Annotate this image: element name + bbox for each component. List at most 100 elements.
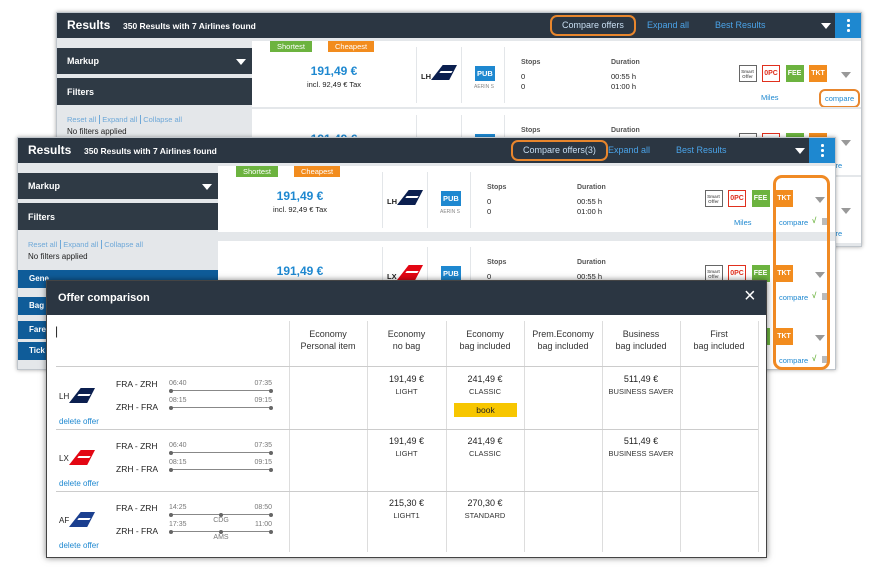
service-icon-label: FEE bbox=[753, 270, 768, 277]
service-icon: Smart Offer bbox=[704, 190, 723, 207]
departure-time: 08:15 bbox=[169, 459, 187, 466]
service-icon: FEE bbox=[751, 265, 770, 282]
duration-value: 00:55 h bbox=[577, 197, 603, 206]
column-divider bbox=[427, 172, 428, 228]
expand-all-link[interactable]: Expand all bbox=[608, 145, 651, 155]
service-icon: TKT bbox=[775, 328, 793, 345]
compare-link[interactable]: compare bbox=[779, 293, 809, 302]
airline-logo bbox=[69, 388, 95, 403]
results-title: Results bbox=[28, 143, 72, 157]
text-cursor: | bbox=[55, 324, 59, 338]
column-divider bbox=[504, 47, 505, 103]
airline-logo bbox=[69, 450, 95, 465]
column-divider bbox=[470, 247, 471, 303]
comparison-row: LH delete offer FRA - ZRH 06:40 07:35 ZRH - F… bbox=[47, 367, 759, 429]
column-line bbox=[524, 321, 525, 552]
filter-link[interactable]: Expand all bbox=[99, 115, 137, 124]
dropdown-caret bbox=[841, 140, 851, 146]
fare-price: 241,49 € bbox=[467, 374, 503, 384]
markup-section[interactable]: Markup bbox=[57, 48, 252, 74]
service-icon-label: 0PC bbox=[764, 70, 778, 77]
service-icon: TKT bbox=[775, 190, 793, 207]
compare-link[interactable]: compare bbox=[779, 356, 809, 365]
filter-link[interactable]: Reset all bbox=[28, 240, 58, 249]
column-subtitle: bag included bbox=[537, 341, 589, 351]
filter-group-label: Fare bbox=[29, 325, 46, 334]
departure-time: 14:25 bbox=[169, 504, 187, 511]
column-subtitle: Personal item bbox=[300, 341, 356, 351]
expand-all-link[interactable]: Expand all bbox=[647, 20, 690, 30]
delete-offer-link[interactable]: delete offer bbox=[59, 479, 99, 488]
duration-label: Duration bbox=[611, 127, 640, 134]
stopover-code: CDG bbox=[213, 517, 229, 524]
duration-value: 01:00 h bbox=[611, 82, 637, 91]
sort-select[interactable]: Best Results bbox=[676, 145, 727, 155]
fare-brand: STANDARD bbox=[464, 511, 506, 520]
column-divider bbox=[416, 47, 417, 103]
compare-link[interactable]: compare bbox=[779, 218, 809, 227]
compare-offers-button[interactable]: Compare offers(3) bbox=[511, 140, 608, 161]
menu-button[interactable] bbox=[809, 138, 835, 163]
column-title: Economy bbox=[466, 329, 504, 339]
fare-type-label: PUB bbox=[477, 69, 493, 78]
filter-link[interactable]: Expand all bbox=[60, 240, 98, 249]
arrival-time: 08:50 bbox=[254, 504, 272, 511]
markup-section[interactable]: Markup bbox=[18, 173, 218, 199]
stops-value: 0 bbox=[487, 197, 492, 206]
dropdown-caret bbox=[815, 335, 825, 341]
sort-select[interactable]: Best Results bbox=[715, 20, 766, 30]
filter-group-label: Gene bbox=[29, 274, 50, 283]
stops-label: Stops bbox=[521, 59, 541, 66]
selected-check: √ bbox=[812, 354, 817, 363]
compare-offers-button[interactable]: Compare offers bbox=[550, 15, 636, 36]
service-icon: TKT bbox=[809, 65, 827, 82]
menu-dot bbox=[821, 154, 824, 157]
airline-code: LH bbox=[387, 197, 397, 206]
filters-label: Filters bbox=[67, 87, 95, 97]
book-button[interactable]: book bbox=[454, 403, 517, 417]
departure-time: 06:40 bbox=[169, 380, 187, 387]
comparison-row: LX delete offer FRA - ZRH 06:40 07:35 ZRH - F… bbox=[47, 429, 759, 491]
compare-link[interactable]: compare bbox=[819, 89, 861, 107]
markup-label: Markup bbox=[67, 56, 100, 66]
dropdown-caret bbox=[841, 72, 851, 78]
miles-link[interactable]: Miles bbox=[734, 218, 752, 227]
close-button[interactable]: × bbox=[744, 285, 756, 307]
delete-offer-link[interactable]: delete offer bbox=[59, 417, 99, 426]
service-icon-label: TKT bbox=[811, 70, 825, 77]
column-line bbox=[367, 321, 368, 552]
leg-dot bbox=[269, 388, 273, 393]
results-summary: 350 Results with 7 Airlines found bbox=[123, 21, 256, 31]
column-subtitle: bag included bbox=[459, 341, 511, 351]
logo-stripe bbox=[405, 271, 419, 273]
remove-icon bbox=[822, 356, 827, 363]
fare-type-badge: PUB bbox=[441, 266, 461, 281]
service-icon: FEE bbox=[785, 65, 804, 82]
fare-type-label: PUB bbox=[443, 269, 459, 278]
filter-link[interactable]: Reset all bbox=[67, 115, 97, 124]
arrival-time: 07:35 bbox=[254, 380, 272, 387]
filter-link[interactable]: Collapse all bbox=[101, 240, 143, 249]
service-icon-label: 0PC bbox=[730, 195, 744, 202]
dropdown-caret bbox=[795, 148, 805, 154]
column-title: Prem.Economy bbox=[532, 329, 594, 339]
airline-code: LH bbox=[421, 72, 431, 81]
fare-brand: LIGHT bbox=[395, 449, 418, 458]
filter-link[interactable]: Collapse all bbox=[140, 115, 182, 124]
logo-stripe bbox=[77, 518, 91, 520]
offer-tag: Cheapest bbox=[328, 41, 375, 52]
miles-link[interactable]: Miles bbox=[761, 93, 779, 102]
stopover-code: AMS bbox=[213, 534, 229, 541]
menu-button[interactable] bbox=[835, 13, 861, 38]
fare-brand: BUSINESS SAVER bbox=[608, 387, 674, 396]
service-icon-label: TKT bbox=[777, 270, 791, 277]
fare-price: 241,49 € bbox=[467, 436, 503, 446]
delete-offer-link[interactable]: delete offer bbox=[59, 541, 99, 550]
column-line bbox=[446, 321, 447, 552]
fare-price: 191,49 € bbox=[388, 374, 425, 384]
offer-price: 191,49 € bbox=[276, 264, 324, 278]
leg-dot bbox=[169, 467, 173, 472]
dropdown-caret bbox=[815, 272, 825, 278]
column-divider bbox=[427, 247, 428, 303]
column-divider bbox=[470, 172, 471, 228]
